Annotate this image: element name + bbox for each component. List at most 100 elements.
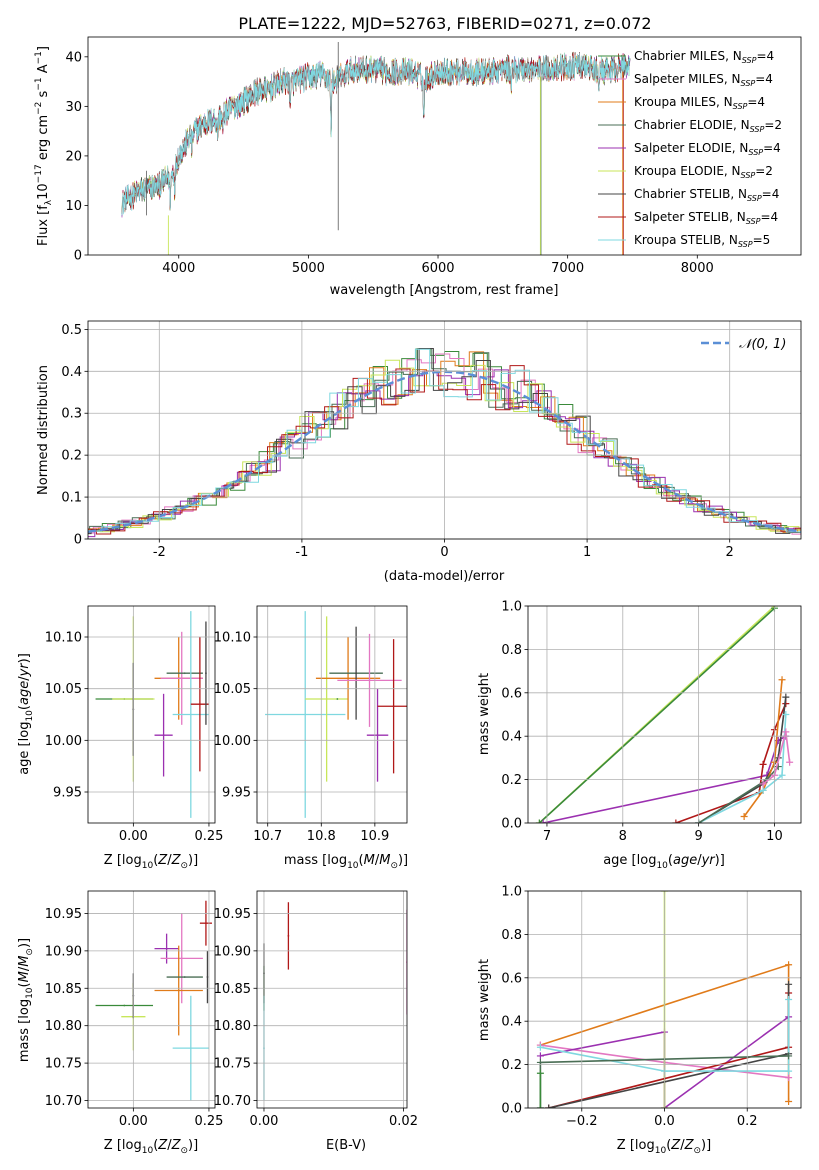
x-tick-label: 8000 (681, 261, 714, 276)
label-part: SSP (748, 148, 763, 157)
legend-label: Salpeter STELIB, NSSP=4 (634, 210, 778, 226)
label-text: Z [ (104, 853, 122, 868)
weight-line (698, 714, 787, 823)
y-tick-label: 0.8 (501, 928, 522, 943)
label-part: =4 (760, 210, 778, 224)
y-tick-label: 10.10 (214, 631, 251, 646)
label-part: =4 (747, 95, 765, 109)
weight-marker (536, 1104, 544, 1108)
label-part: 10 (36, 183, 51, 200)
label-text: age [ (17, 741, 32, 774)
x-tick-label: 0.2 (737, 1114, 758, 1129)
label-var: Z (171, 853, 182, 868)
label-part: s (36, 90, 51, 101)
y-tick-label: 0.2 (501, 1058, 522, 1073)
label-text: log (637, 853, 657, 868)
weight-marker (545, 1104, 553, 1108)
data-point (198, 703, 201, 706)
label-text: ( (153, 1138, 158, 1153)
legend-label: Kroupa MILES, NSSP=4 (634, 95, 765, 111)
data-point (325, 698, 328, 700)
data-point (368, 679, 371, 682)
label-part: ] (36, 46, 51, 51)
y-axis-label: Flux [fλ10−17 erg cm−2 s−1 A−1] (34, 46, 54, 246)
y-tick-label: 10.90 (45, 944, 82, 959)
x-axis-label: (data-model)/error (384, 569, 505, 584)
y-tick-label: 10.05 (214, 682, 251, 697)
label-text: log (122, 853, 142, 868)
label-subscript: ⊙ (180, 1146, 188, 1156)
x-tick-label: 7000 (551, 261, 584, 276)
y-tick-label: 20 (65, 149, 82, 164)
axes-frame (87, 36, 802, 256)
axes-frame (87, 320, 802, 540)
label-text: log (635, 1138, 655, 1153)
label-part: SSP (750, 125, 765, 134)
label-text: / (697, 853, 702, 868)
x-tick-label: 2 (726, 545, 734, 560)
y-tick-label: 10.90 (214, 944, 251, 959)
x-tick-label: 10.9 (360, 829, 389, 844)
data-point (165, 947, 168, 950)
data-point (123, 1004, 126, 1007)
mass-vs-ebv-panel: 0.00 0.02 10.70 10.75 10.80 10.85 10.90 10.95 E(… (214, 890, 418, 1153)
label-text: Z [ (104, 1138, 122, 1153)
label-text: / (167, 1138, 172, 1153)
y-tick-label: 0.2 (61, 449, 82, 464)
y-tick-label: 10.70 (214, 1094, 251, 1109)
label-text: )] (715, 853, 725, 868)
y-tick-label: 0.5 (61, 323, 82, 338)
y-tick-label: 10.95 (214, 907, 251, 922)
y-tick-label: 1.0 (501, 600, 522, 615)
label-text: log (17, 999, 32, 1019)
y-axis-label: mass weight (477, 959, 492, 1041)
label-part: =4 (762, 187, 780, 201)
y-tick-label: 0.0 (501, 817, 522, 832)
label-text: )] (188, 853, 198, 868)
label-part: =4 (763, 141, 781, 155)
axes-frame (527, 890, 802, 1109)
y-tick-label: 0.6 (501, 971, 522, 986)
x-tick-label: 9 (694, 829, 702, 844)
axes-frame (527, 605, 802, 824)
label-text: )] (701, 1138, 711, 1153)
x-tick-label: 0.00 (119, 1114, 148, 1129)
label-part: λ (44, 199, 54, 205)
label-part: Chabrier MILES, N (634, 49, 742, 63)
label-text: )] (17, 653, 32, 663)
mass-vs-z-panel: 0.00 0.25 10.70 10.75 10.80 10.85 10.90 10.95 Z … (17, 890, 223, 1156)
data-point (205, 672, 207, 675)
label-part: =4 (756, 49, 774, 63)
label-part: SSP (747, 194, 762, 203)
axes-frame (87, 890, 216, 1109)
label-subscript: ⊙ (25, 948, 35, 956)
weight-marker (782, 711, 790, 718)
weight-marker (785, 1097, 793, 1105)
label-part: SSP (738, 240, 753, 249)
y-tick-label: 0 (74, 249, 82, 264)
histogram-step (88, 348, 801, 533)
data-point (205, 922, 207, 925)
label-text: log (122, 1138, 142, 1153)
label-part: Chabrier ELODIE, N (634, 118, 750, 132)
x-tick-label: 1 (583, 545, 591, 560)
legend-label: Kroupa ELODIE, NSSP=2 (634, 164, 773, 180)
label-var: Z (157, 853, 168, 868)
label-text: / (680, 1138, 685, 1153)
label-part: A (36, 64, 51, 77)
label-part: Chabrier STELIB, N (634, 187, 747, 201)
y-tick-label: 10.80 (214, 1019, 251, 1034)
label-part: =2 (755, 164, 773, 178)
label-text: ( (359, 853, 364, 868)
label-var: Z (157, 1138, 168, 1153)
spectrum-panel: 4000 5000 6000 7000 8000 0 10 20 30 40 wavelength … (34, 36, 802, 298)
label-text: / (17, 966, 32, 971)
y-axis-label: mass [log10(M/M⊙)] (17, 938, 35, 1062)
label-part: Salpeter STELIB, N (634, 210, 746, 224)
label-part: =2 (764, 118, 782, 132)
weight-marker (785, 1074, 793, 1082)
label-part: Kroupa STELIB, N (634, 233, 738, 247)
label-var: Z (684, 1138, 695, 1153)
data-point (183, 976, 186, 978)
